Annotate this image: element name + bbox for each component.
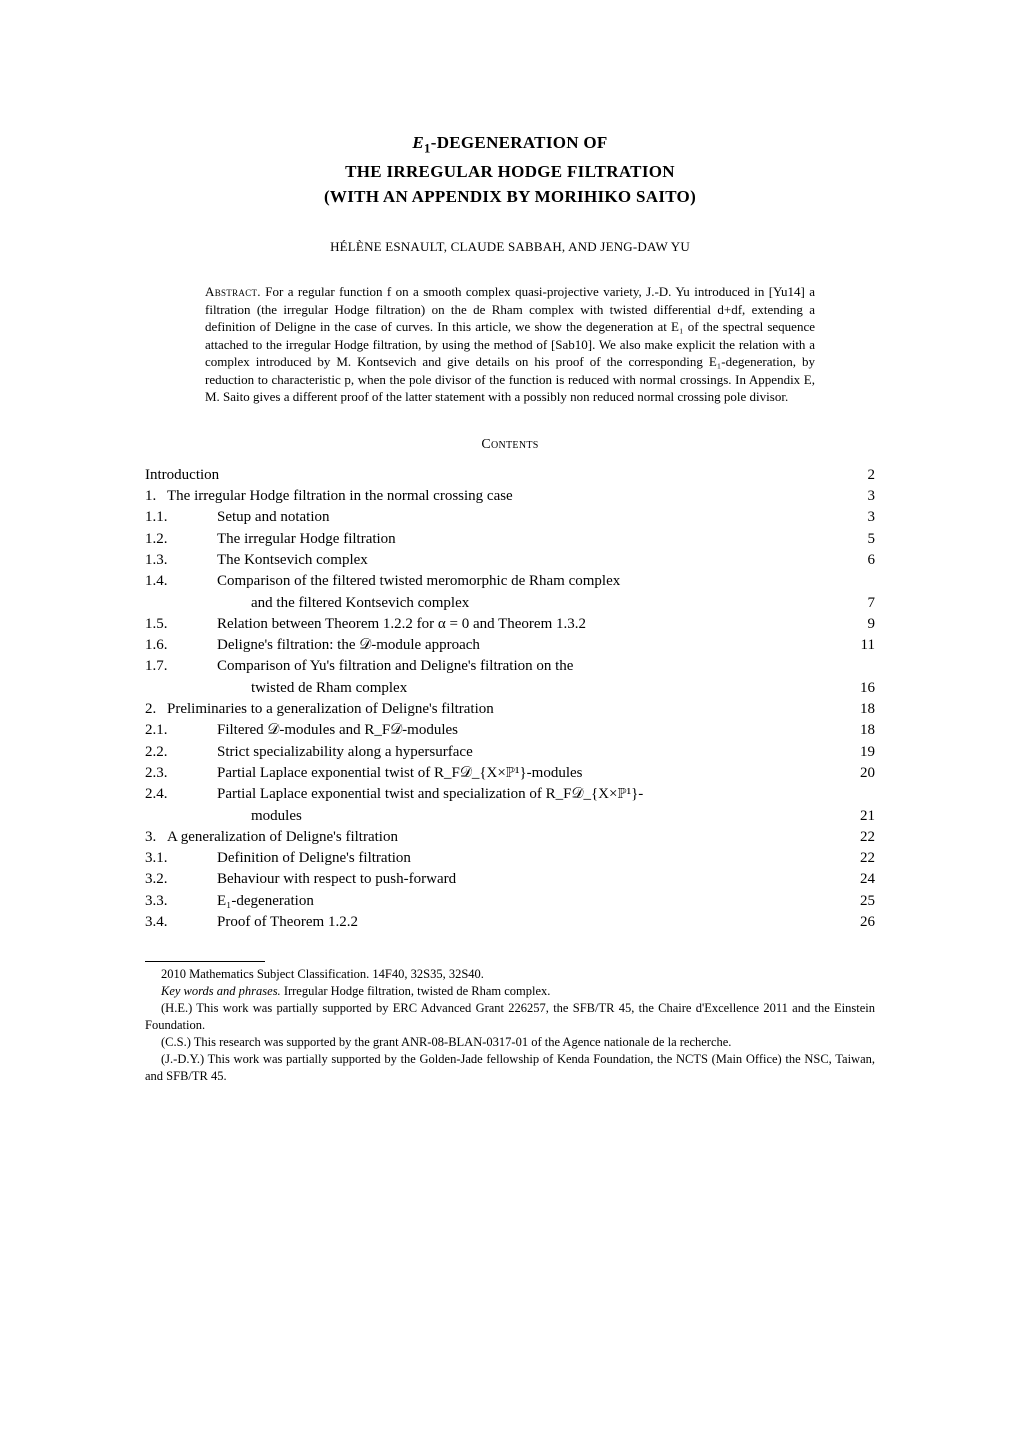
- toc-subsection-cont: twisted de Rham complex16: [145, 678, 875, 699]
- toc-subsection-cont: and the filtered Kontsevich complex7: [145, 593, 875, 614]
- abstract: Abstract. For a regular function f on a …: [205, 283, 815, 406]
- toc-page: 25: [857, 891, 875, 912]
- toc-subsection: 3.3.E₁-degeneration25: [145, 891, 875, 912]
- toc-subsection: 1.4.Comparison of the filtered twisted m…: [145, 571, 875, 592]
- footnotes: 2010 Mathematics Subject Classification.…: [145, 961, 875, 1084]
- toc-page: 18: [857, 699, 875, 720]
- contents-header: Contents: [145, 436, 875, 455]
- toc-label: 1.The irregular Hodge filtration in the …: [145, 486, 857, 507]
- toc-label: 2.2.Strict specializability along a hype…: [181, 742, 857, 763]
- toc-section: 1.The irregular Hodge filtration in the …: [145, 486, 875, 507]
- toc-subsection: 1.2.The irregular Hodge filtration5: [145, 529, 875, 550]
- msc-label: 2010 Mathematics Subject Classification.: [161, 967, 369, 981]
- toc-page: 16: [857, 678, 875, 699]
- footnote-he: (H.E.) This work was partially supported…: [145, 1000, 875, 1034]
- toc-section: 2.Preliminaries to a generalization of D…: [145, 699, 875, 720]
- toc-label: 2.Preliminaries to a generalization of D…: [145, 699, 857, 720]
- toc-subsection: 3.4.Proof of Theorem 1.2.226: [145, 912, 875, 933]
- toc-label: 1.1.Setup and notation: [181, 507, 857, 528]
- toc-label: 1.2.The irregular Hodge filtration: [181, 529, 857, 550]
- toc-label-cont: twisted de Rham complex: [145, 678, 857, 699]
- toc-label: 3.3.E₁-degeneration: [181, 891, 857, 912]
- toc-section: 3.A generalization of Deligne's filtrati…: [145, 827, 875, 848]
- toc-page: 24: [857, 869, 875, 890]
- toc-label: 3.A generalization of Deligne's filtrati…: [145, 827, 857, 848]
- toc-page: 5: [857, 529, 875, 550]
- abstract-text: For a regular function f on a smooth com…: [205, 284, 815, 404]
- footnote-keywords: Key words and phrases. Irregular Hodge f…: [145, 983, 875, 1000]
- toc-label: 1.4.Comparison of the filtered twisted m…: [181, 571, 857, 592]
- toc-subsection: 2.3.Partial Laplace exponential twist of…: [145, 763, 875, 784]
- toc-page: 11: [857, 635, 875, 656]
- toc-page: 21: [857, 806, 875, 827]
- toc-label: 3.2.Behaviour with respect to push-forwa…: [181, 869, 857, 890]
- toc-page: 20: [857, 763, 875, 784]
- toc-page: 26: [857, 912, 875, 933]
- toc-subsection: 3.1.Definition of Deligne's filtration22: [145, 848, 875, 869]
- toc-subsection: 3.2.Behaviour with respect to push-forwa…: [145, 869, 875, 890]
- toc-entry: Introduction2: [145, 465, 875, 486]
- toc-subsection: 2.1.Filtered 𝒟-modules and R_F𝒟-modules1…: [145, 720, 875, 741]
- table-of-contents: Introduction21.The irregular Hodge filtr…: [145, 465, 875, 934]
- toc-page: 22: [857, 848, 875, 869]
- kw-value: Irregular Hodge filtration, twisted de R…: [281, 984, 551, 998]
- toc-subsection: 1.5.Relation between Theorem 1.2.2 for α…: [145, 614, 875, 635]
- toc-label: 2.4.Partial Laplace exponential twist an…: [181, 784, 857, 805]
- footnote-jdy: (J.-D.Y.) This work was partially suppor…: [145, 1051, 875, 1085]
- toc-label: 3.4.Proof of Theorem 1.2.2: [181, 912, 857, 933]
- title-line-3: (WITH AN APPENDIX BY MORIHIKO SAITO): [145, 184, 875, 210]
- toc-page: 6: [857, 550, 875, 571]
- toc-page: 3: [857, 486, 875, 507]
- kw-label: Key words and phrases.: [161, 984, 281, 998]
- title-block: E1-DEGENERATION OF THE IRREGULAR HODGE F…: [145, 130, 875, 210]
- toc-label-cont: and the filtered Kontsevich complex: [145, 593, 857, 614]
- toc-page: 9: [857, 614, 875, 635]
- toc-label: 2.1.Filtered 𝒟-modules and R_F𝒟-modules: [181, 720, 857, 741]
- toc-label: 2.3.Partial Laplace exponential twist of…: [181, 763, 857, 784]
- footnote-cs: (C.S.) This research was supported by th…: [145, 1034, 875, 1051]
- toc-subsection: 2.2.Strict specializability along a hype…: [145, 742, 875, 763]
- toc-label: 3.1.Definition of Deligne's filtration: [181, 848, 857, 869]
- title-line-1: E1-DEGENERATION OF: [145, 130, 875, 159]
- toc-label: Introduction: [145, 465, 857, 486]
- toc-subsection: 2.4.Partial Laplace exponential twist an…: [145, 784, 875, 805]
- toc-subsection-cont: modules21: [145, 806, 875, 827]
- toc-label: 1.5.Relation between Theorem 1.2.2 for α…: [181, 614, 857, 635]
- toc-subsection: 1.7.Comparison of Yu's filtration and De…: [145, 656, 875, 677]
- toc-page: 3: [857, 507, 875, 528]
- toc-label-cont: modules: [145, 806, 857, 827]
- footnote-rule: [145, 961, 265, 962]
- title-text-1: -DEGENERATION OF: [431, 133, 608, 152]
- toc-page: 7: [857, 593, 875, 614]
- footnote-msc: 2010 Mathematics Subject Classification.…: [145, 966, 875, 983]
- toc-page: 2: [857, 465, 875, 486]
- msc-value: 14F40, 32S35, 32S40.: [369, 967, 484, 981]
- toc-subsection: 1.3.The Kontsevich complex6: [145, 550, 875, 571]
- toc-page: 18: [857, 720, 875, 741]
- toc-page: 19: [857, 742, 875, 763]
- toc-page: 22: [857, 827, 875, 848]
- toc-subsection: 1.6.Deligne's filtration: the 𝒟-module a…: [145, 635, 875, 656]
- toc-label: 1.3.The Kontsevich complex: [181, 550, 857, 571]
- toc-label: 1.6.Deligne's filtration: the 𝒟-module a…: [181, 635, 857, 656]
- toc-label: 1.7.Comparison of Yu's filtration and De…: [181, 656, 857, 677]
- title-line-2: THE IRREGULAR HODGE FILTRATION: [145, 159, 875, 185]
- abstract-label: Abstract.: [205, 284, 261, 299]
- toc-subsection: 1.1.Setup and notation3: [145, 507, 875, 528]
- authors: HÉLÈNE ESNAULT, CLAUDE SABBAH, AND JENG-…: [145, 238, 875, 256]
